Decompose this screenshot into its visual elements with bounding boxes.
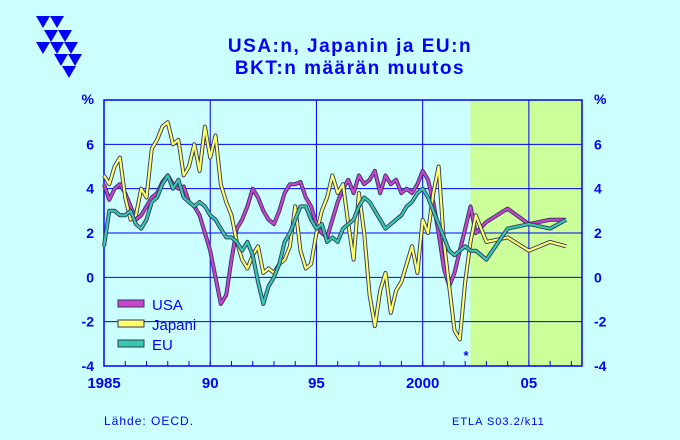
chart-code: ETLA S03.2/k11: [452, 416, 545, 428]
x-tick-label: 2000: [406, 375, 439, 392]
y-tick-label-right: 0: [594, 269, 602, 285]
y-tick-label-left: -2: [82, 314, 95, 330]
y-tick-label-right: -2: [594, 314, 607, 330]
y-tick-label-left: 6: [86, 136, 94, 152]
y-unit-right: %: [594, 91, 607, 107]
y-tick-label-left: 0: [86, 269, 94, 285]
y-tick-label-right: -4: [594, 358, 607, 374]
y-tick-label-left: -4: [82, 358, 95, 374]
series-line: [102, 174, 567, 305]
series-line: [103, 121, 567, 341]
legend-label: EU: [152, 337, 173, 354]
y-unit-left: %: [82, 91, 95, 107]
source-note: Lähde: OECD.: [104, 414, 195, 428]
x-tick-label: 05: [521, 375, 538, 392]
legend-swatch: [117, 299, 145, 308]
chart-title: USA:n, Japanin ja EU:n: [227, 36, 473, 57]
y-tick-label-left: 4: [86, 181, 94, 197]
legend-swatch: [117, 339, 145, 348]
chart-subtitle: BKT:n määrän muutos: [234, 58, 466, 79]
x-tick-label: 90: [202, 375, 219, 392]
footnote-marker: *: [463, 348, 469, 363]
legend-label: USA: [152, 297, 183, 314]
y-tick-label-right: 2: [594, 225, 602, 241]
legend-label: Japani: [152, 317, 196, 334]
y-tick-label-right: 6: [594, 136, 602, 152]
x-tick-label: 95: [308, 375, 325, 392]
x-tick-label: 1985: [87, 375, 120, 392]
legend-swatch: [117, 319, 145, 328]
etla-logo: [36, 16, 82, 78]
y-tick-label-left: 2: [86, 225, 94, 241]
y-tick-label-right: 4: [594, 181, 602, 197]
